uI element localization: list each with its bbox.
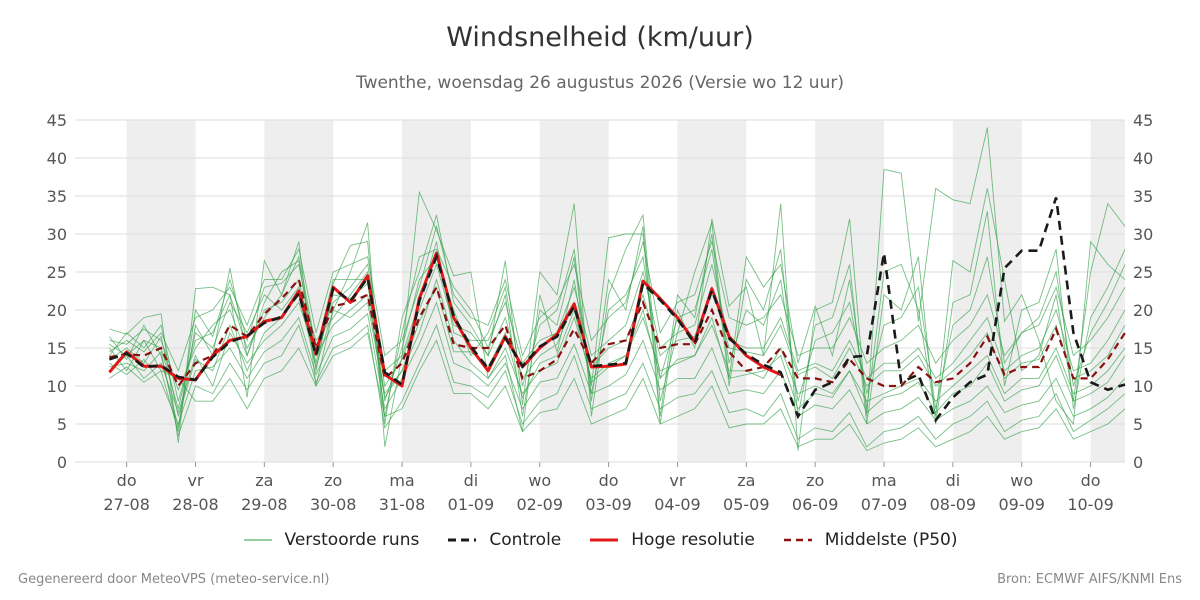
x-tick-day-0: do [117,471,137,490]
ensemble-member-2 [109,278,1126,415]
x-tick-date-10: 06-09 [792,495,839,514]
legend-swatch-high_res [590,538,619,542]
legend-swatch-median [783,538,812,542]
legend-label-median: Middelste (P50) [824,530,958,550]
ensemble-member-4 [109,301,1126,426]
legend-item-median: Middelste (P50) [783,530,958,550]
y-tick-left-45: 45 [47,111,67,130]
legend-item-high_res: Hoge resolutie [589,530,755,550]
x-tick-date-13: 09-09 [998,495,1045,514]
y-tick-left-15: 15 [47,339,67,358]
x-tick-date-6: 02-09 [517,495,564,514]
ensemble-member-7 [109,249,1126,409]
y-tick-right-25: 25 [1133,263,1153,282]
ensemble-member-8 [109,331,1126,452]
day-band-5 [815,120,885,462]
y-tick-left-20: 20 [47,301,67,320]
legend-swatch-ensemble [243,539,272,541]
ensemble-member-6 [109,323,1126,448]
y-tick-left-40: 40 [47,149,67,168]
ensemble-member-0 [109,127,1126,451]
day-band-0 [126,120,196,462]
x-tick-date-7: 03-09 [585,495,632,514]
y-tick-left-5: 5 [57,415,67,434]
x-tick-date-1: 28-08 [172,495,219,514]
x-tick-day-4: ma [389,471,414,490]
x-tick-day-13: wo [1010,471,1033,490]
legend-label-control: Controle [489,530,562,550]
x-tick-date-2: 29-08 [241,495,288,514]
y-tick-right-15: 15 [1133,339,1153,358]
ensemble-member-3 [109,241,1126,402]
legend-item-ensemble: Verstoorde runs [243,530,420,550]
x-tick-day-10: zo [806,471,824,490]
y-tick-right-30: 30 [1133,225,1153,244]
x-tick-date-3: 30-08 [310,495,357,514]
x-tick-day-3: zo [324,471,342,490]
y-tick-right-5: 5 [1133,415,1143,434]
legend-swatch-control [448,538,477,542]
y-tick-left-30: 30 [47,225,67,244]
ensemble-member-1 [109,188,1126,432]
x-tick-date-11: 07-09 [861,495,908,514]
day-band-2 [402,120,471,462]
x-tick-date-5: 01-09 [448,495,495,514]
x-tick-date-8: 04-09 [654,495,701,514]
control-line [108,197,1126,423]
ensemble-member-5 [109,262,1126,392]
y-tick-right-45: 45 [1133,111,1153,130]
chart-legend: Verstoorde runs Controle Hoge resolutie Mid… [0,530,1200,551]
x-tick-date-9: 05-09 [723,495,770,514]
legend-label-ensemble: Verstoorde runs [284,530,420,550]
y-tick-left-0: 0 [57,453,67,472]
x-tick-date-12: 08-09 [930,495,977,514]
y-tick-right-0: 0 [1133,453,1143,472]
x-tick-day-5: di [464,471,479,490]
x-tick-date-4: 31-08 [379,495,426,514]
chart-title: Windsnelheid (km/uur) [446,22,754,53]
x-tick-day-12: di [946,471,961,490]
x-tick-day-6: wo [528,471,551,490]
x-tick-day-1: vr [187,471,203,490]
y-tick-right-40: 40 [1133,149,1153,168]
legend-label-high_res: Hoge resolutie [631,530,755,550]
y-tick-left-35: 35 [47,187,67,206]
y-tick-right-35: 35 [1133,187,1153,206]
ensemble-member-9 [109,224,1126,373]
x-tick-date-0: 27-08 [103,495,150,514]
day-band-6 [952,120,1022,462]
x-tick-date-14: 10-09 [1067,495,1114,514]
y-tick-left-10: 10 [47,377,67,396]
y-tick-left-25: 25 [47,263,67,282]
y-tick-right-20: 20 [1133,301,1153,320]
footer-generated-by: Gegenereerd door MeteoVPS (meteo-service… [18,572,330,587]
y-tick-right-10: 10 [1133,377,1153,396]
ensemble-member-11 [109,211,1126,428]
x-tick-day-14: do [1081,471,1101,490]
chart-subtitle: Twenthe, woensdag 26 augustus 2026 (Vers… [356,73,844,93]
ensemble-member-10 [109,285,1126,417]
x-tick-day-11: ma [871,471,896,490]
x-tick-day-2: za [255,471,273,490]
median-line [109,277,1126,389]
day-band-3 [539,120,609,462]
x-tick-day-9: za [737,471,755,490]
legend-item-control: Controle [447,530,561,550]
footer-source: Bron: ECMWF AIFS/KNMI Ens [997,572,1182,587]
x-tick-day-8: vr [669,471,685,490]
x-tick-day-7: do [599,471,619,490]
day-band-7 [1090,120,1125,462]
